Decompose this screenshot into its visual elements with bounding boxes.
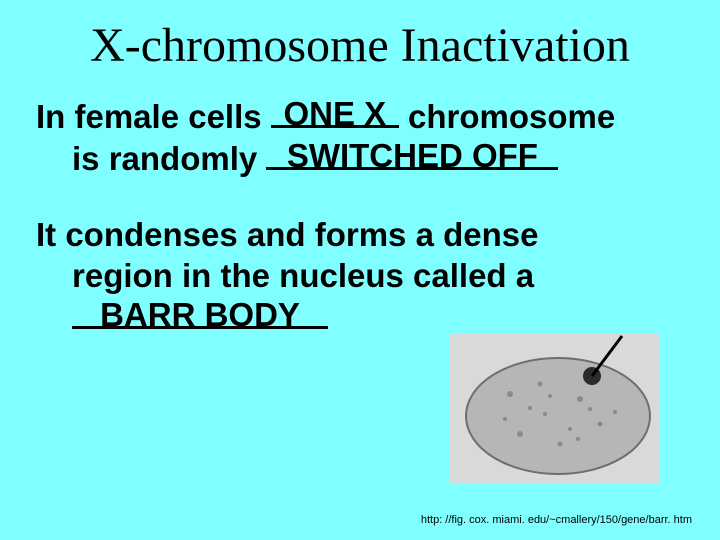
blank-fill-2: SWITCHED OFF [266,135,558,176]
p2-line2: region in the nucleus called a [36,255,684,296]
blank-fill-1: ONE X [271,93,399,134]
page-title: X-chromosome Inactivation [0,0,720,73]
blank-barr-body: BARR BODY [72,296,328,338]
paragraph-2: It condenses and forms a dense region in… [0,180,720,339]
blank-fill-3: BARR BODY [72,294,328,335]
p1-line2-pre: is randomly [72,140,266,177]
image-credit: http: //fig. cox. miami. edu/~cmallery/1… [421,514,692,526]
p1-pre1: In female cells [36,98,271,135]
blank-one-x: ONE X [271,95,399,137]
paragraph-1: In female cells ONE X chromosome is rand… [0,73,720,180]
p1-post1: chromosome [399,98,615,135]
p2-line3: BARR BODY [36,296,684,338]
barr-body-cell-image [450,334,660,484]
blank-switched-off: SWITCHED OFF [266,137,558,179]
p2-line1: It condenses and forms a dense [36,216,538,253]
p1-line2: is randomly SWITCHED OFF [36,137,684,179]
